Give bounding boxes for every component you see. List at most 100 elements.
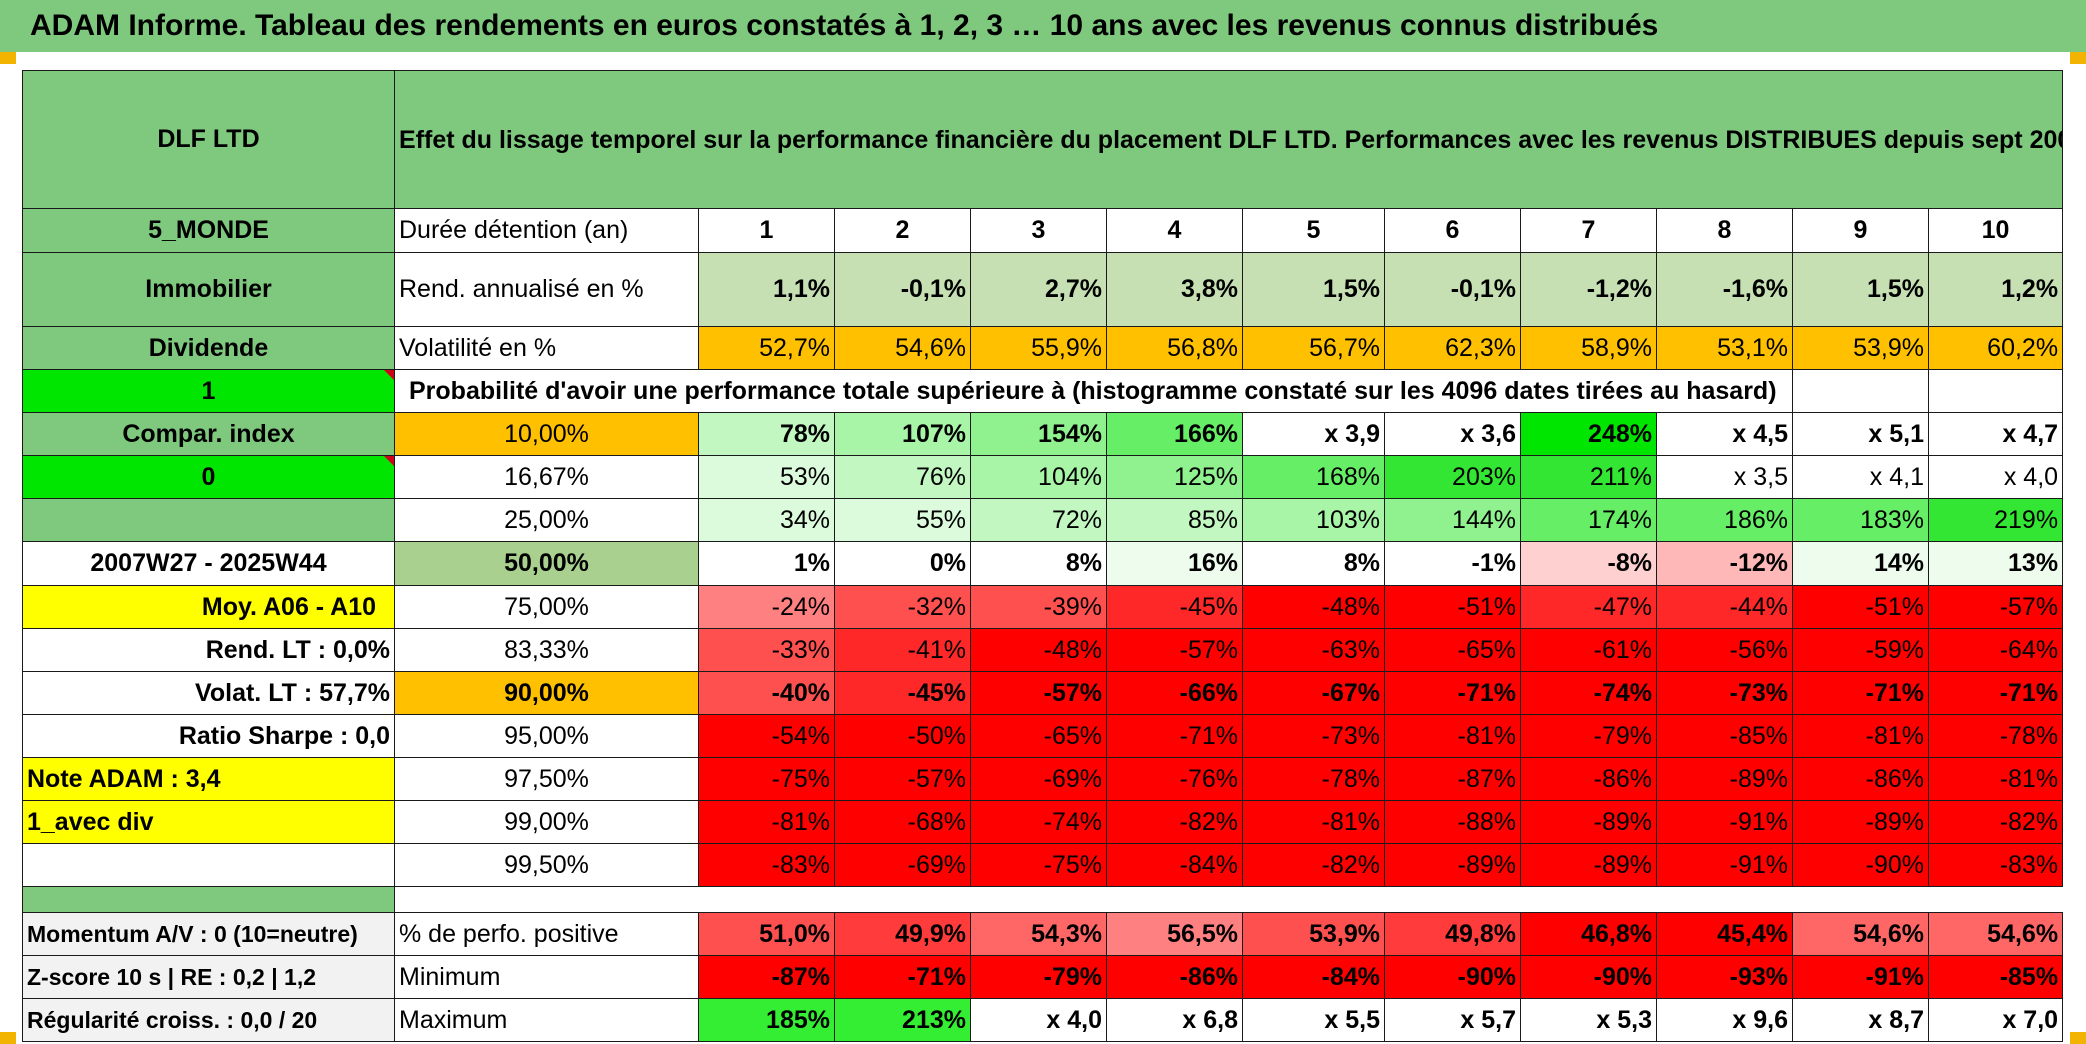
maximum-row: Régularité croiss. : 0,0 / 20 Maximum 18… [22, 998, 2064, 1042]
quantile-cell: -71% [1927, 671, 2064, 715]
quantile-cell: -85% [1656, 714, 1793, 758]
maximum-cell: x 8,7 [1792, 998, 1929, 1042]
quantile-label: 99,00% [394, 800, 699, 844]
value-zero-cell[interactable]: 0 [22, 455, 395, 499]
minimum-cell: -86% [1106, 955, 1243, 999]
quantile-label: 10,00% [394, 412, 699, 456]
rend-cell: 1,5% [1792, 252, 1929, 327]
rend-cell: 1,2% [1927, 252, 2064, 327]
volat-row: Dividende Volatilité en % 52,7% 54,6% 55… [22, 326, 2064, 370]
quantile-cell: -82% [1927, 800, 2064, 844]
quantile-row: Moy. A06 - A10 75,00% -24% -32% -39% -45% -4… [22, 585, 2064, 629]
quantile-cell: -73% [1242, 714, 1385, 758]
positive-cell: 54,3% [970, 912, 1107, 956]
corner-mark [0, 1032, 16, 1044]
quantile-cell: 183% [1792, 498, 1929, 542]
positive-cell: 54,6% [1927, 912, 2064, 956]
quantile-cell: 76% [834, 455, 971, 499]
zone-label: 5_MONDE [22, 208, 395, 253]
quantile-row: 2007W27 - 2025W44 50,00% 1% 0% 8% 16% 8% -1% -… [22, 541, 2064, 586]
avec-div-label: 1_avec div [22, 800, 395, 844]
quantile-cell: -91% [1656, 843, 1793, 887]
quantile-cell: -61% [1520, 628, 1657, 672]
quantile-label: 99,50% [394, 843, 699, 887]
duree-label: Durée détention (an) [394, 208, 699, 253]
empty-label-cell [22, 498, 395, 542]
quantile-cell: 53% [698, 455, 835, 499]
gap-cell [22, 886, 395, 913]
quantile-cell: -91% [1656, 800, 1793, 844]
quantile-cell: -40% [698, 671, 835, 715]
quantile-cell: -66% [1106, 671, 1243, 715]
quantile-cell: 103% [1242, 498, 1385, 542]
positive-cell: 54,6% [1792, 912, 1929, 956]
quantile-cell: 78% [698, 412, 835, 456]
quantile-cell: 104% [970, 455, 1107, 499]
rend-label: Rend. annualisé en % [394, 252, 699, 327]
quantile-row: Volat. LT : 57,7% 90,00% -40% -45% -57% -66… [22, 671, 2064, 715]
positive-cell: 53,9% [1242, 912, 1385, 956]
minimum-cell: -93% [1656, 955, 1793, 999]
minimum-cell: -79% [970, 955, 1107, 999]
quantile-cell: -39% [970, 585, 1107, 629]
year-header: 9 [1792, 208, 1929, 253]
quantile-cell: -76% [1106, 757, 1243, 801]
maximum-label: Maximum [394, 998, 699, 1042]
quantile-cell: -86% [1792, 757, 1929, 801]
quantile-cell: -45% [834, 671, 971, 715]
quantile-row: Compar. index 10,00% 78% 107% 154% 166% x 3,… [22, 412, 2064, 456]
rend-cell: 1,5% [1242, 252, 1385, 327]
rend-row: Immobilier Rend. annualisé en % 1,1% -0,… [22, 252, 2064, 327]
maximum-cell: x 5,3 [1520, 998, 1657, 1042]
quantile-cell: 248% [1520, 412, 1657, 456]
year-header: 3 [970, 208, 1107, 253]
rend-cell: 3,8% [1106, 252, 1243, 327]
empty-cell [1792, 369, 1929, 413]
quantile-cell: -41% [834, 628, 971, 672]
quantile-row: 99,50% -83% -69% -75% -84% -82% -89% -89% -91% -… [22, 843, 2064, 887]
rend-cell: -0,1% [834, 252, 971, 327]
quantile-cell: -75% [970, 843, 1107, 887]
value-one-cell[interactable]: 1 [22, 369, 395, 413]
quantile-label: 25,00% [394, 498, 699, 542]
quantile-cell: -69% [970, 757, 1107, 801]
quantile-cell: -65% [1384, 628, 1521, 672]
positive-cell: 46,8% [1520, 912, 1657, 956]
quantile-label: 97,50% [394, 757, 699, 801]
quantile-cell: -64% [1927, 628, 2064, 672]
quantile-cell: x 5,1 [1792, 412, 1929, 456]
quantile-cell: -71% [1792, 671, 1929, 715]
quantile-label: 75,00% [394, 585, 699, 629]
positive-row: Momentum A/V : 0 (10=neutre) % de perfo.… [22, 912, 2064, 956]
quantile-cell: 168% [1242, 455, 1385, 499]
minimum-cell: -84% [1242, 955, 1385, 999]
probability-caption: Probabilité d'avoir une performance tota… [394, 369, 1793, 413]
quantile-label: 50,00% [394, 541, 699, 586]
quantile-cell: -81% [1242, 800, 1385, 844]
quantile-cell: -73% [1656, 671, 1793, 715]
maximum-cell: x 7,0 [1927, 998, 2064, 1042]
page-title: ADAM Informe. Tableau des rendements en … [0, 0, 2086, 52]
quantile-cell: -75% [698, 757, 835, 801]
volat-cell: 54,6% [834, 326, 971, 370]
zscore-label: Z-score 10 s | RE : 0,2 | 1,2 [22, 955, 395, 999]
quantile-cell: -90% [1792, 843, 1929, 887]
quantile-cell: -57% [1106, 628, 1243, 672]
quantile-cell: -71% [1384, 671, 1521, 715]
year-header: 1 [698, 208, 835, 253]
corner-mark [2070, 52, 2086, 64]
volat-cell: 56,7% [1242, 326, 1385, 370]
fund-description: Effet du lissage temporel sur la perform… [393, 70, 2064, 209]
quantile-cell: -1% [1384, 541, 1521, 586]
quantile-cell: -79% [1520, 714, 1657, 758]
quantile-cell: -45% [1106, 585, 1243, 629]
quantile-cell: 55% [834, 498, 971, 542]
quantile-cell: -89% [1384, 843, 1521, 887]
quantile-cell: 144% [1384, 498, 1521, 542]
quantile-cell: -86% [1520, 757, 1657, 801]
quantile-label: 95,00% [394, 714, 699, 758]
gap-cell [395, 887, 2063, 913]
rend-lt-label: Rend. LT : 0,0% [22, 628, 395, 672]
volat-cell: 56,8% [1106, 326, 1243, 370]
quantile-cell: 85% [1106, 498, 1243, 542]
